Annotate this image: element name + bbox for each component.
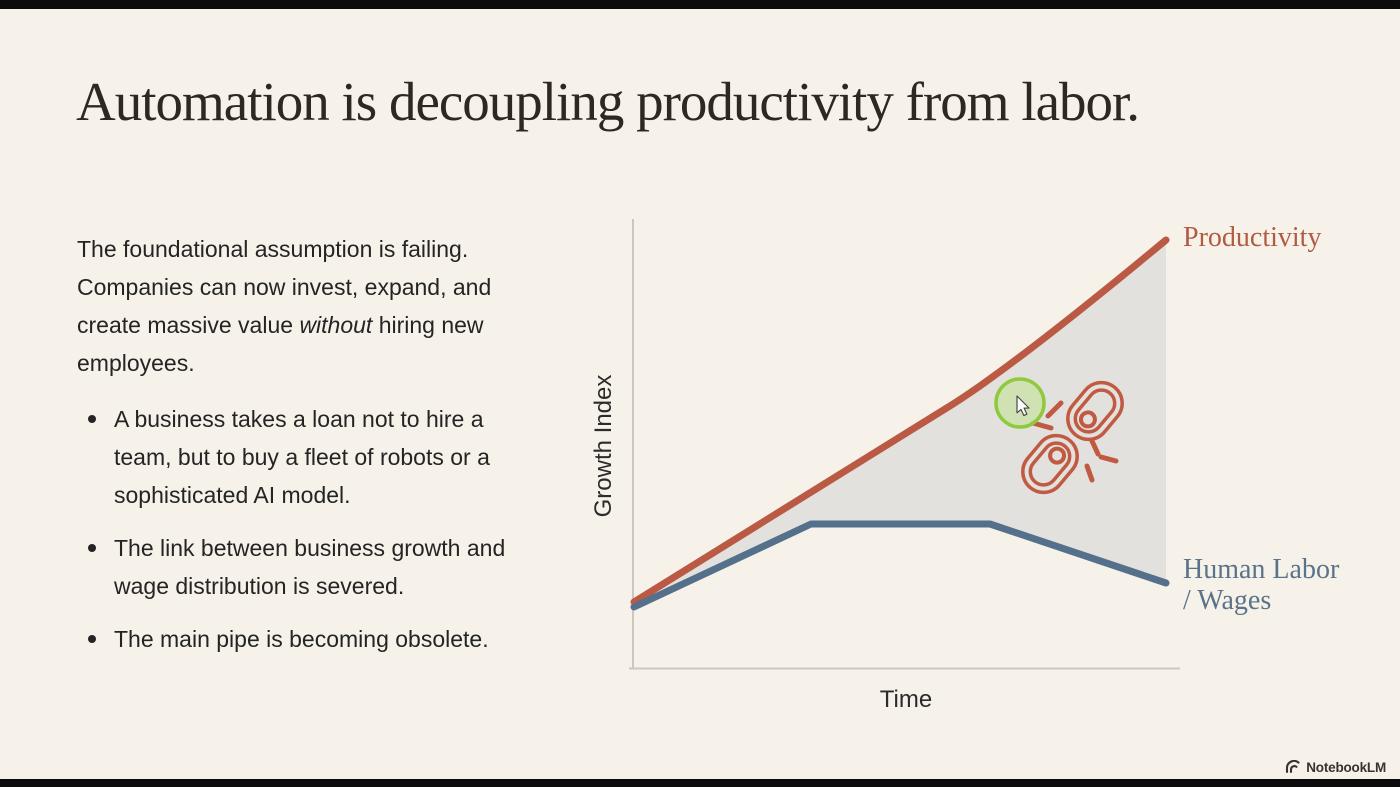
bullet-item: The link between business growth and wag…: [88, 529, 533, 605]
intro-text: The foundational assumption is failing. …: [77, 236, 492, 338]
bullet-item: The main pipe is becoming obsolete.: [88, 620, 533, 658]
cursor-pointer: [1016, 395, 1030, 417]
intro-paragraph: The foundational assumption is failing. …: [77, 230, 497, 382]
bullet-text: A business takes a loan not to hire a te…: [114, 406, 490, 508]
labor-label-line1: Human Labor: [1183, 554, 1340, 585]
bullet-text: The main pipe is becoming obsolete.: [114, 626, 489, 652]
bullet-dot: [88, 415, 96, 423]
notebooklm-watermark: NotebookLM: [1285, 758, 1386, 776]
labor-line: [630, 520, 1170, 611]
labor-label: Human Labor / Wages: [1183, 554, 1339, 616]
bottom-letterbox-bar: [0, 779, 1400, 787]
broken-chain-icon: [1021, 380, 1124, 495]
notebooklm-icon: [1286, 760, 1300, 774]
top-letterbox-bar: [0, 0, 1400, 9]
intro-italic-word: without: [299, 312, 373, 338]
bullet-dot: [88, 544, 96, 552]
y-axis-label: Growth Index: [590, 374, 617, 518]
labor-label-line2: / Wages: [1183, 585, 1272, 616]
bullet-item: A business takes a loan not to hire a te…: [88, 400, 533, 514]
click-highlight: [994, 377, 1046, 429]
productivity-line: [630, 236, 1170, 606]
watermark-label: NotebookLM: [1306, 759, 1386, 775]
gap-area: [634, 241, 1166, 604]
intro-text-end: hiring new employees.: [77, 312, 484, 376]
bullet-text: The link between business growth and wag…: [114, 535, 506, 599]
break-spark-dashes: [1030, 400, 1119, 483]
bullet-list: A business takes a loan not to hire a te…: [88, 400, 533, 673]
x-axis-label: Time: [879, 686, 933, 713]
slide-title: Automation is decoupling productivity fr…: [76, 71, 1140, 132]
bullet-dot: [88, 635, 96, 643]
productivity-label: Productivity: [1183, 222, 1322, 253]
